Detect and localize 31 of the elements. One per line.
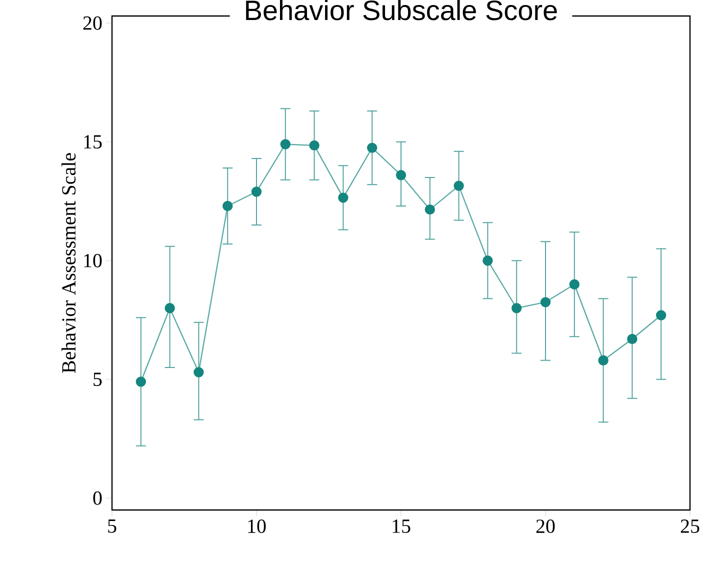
point	[424, 204, 435, 215]
y-tick-label: 5	[94, 372, 102, 386]
point	[309, 140, 320, 151]
x-tick-label: 10	[248, 520, 266, 534]
point	[367, 142, 378, 153]
y-tick-label: 15	[84, 135, 102, 149]
point	[251, 186, 262, 197]
chart-title: Behavior Subscale Score	[246, 0, 557, 20]
x-tick-label: 15	[392, 520, 410, 533]
point	[164, 303, 175, 314]
point	[338, 192, 348, 203]
point	[136, 376, 146, 387]
point	[627, 334, 638, 344]
point	[656, 310, 666, 320]
point	[222, 200, 233, 212]
y-tick-label: 20	[83, 16, 102, 30]
x-tick-label: 25	[680, 520, 700, 533]
point	[194, 367, 204, 378]
point	[280, 139, 291, 150]
point	[598, 355, 608, 366]
point	[454, 180, 464, 191]
point	[396, 170, 406, 180]
y-axis-title: Behavior Assessment Scale	[62, 153, 76, 373]
x-tick-label: 20	[536, 520, 555, 534]
y-tick-label: 0	[93, 491, 102, 505]
point	[482, 256, 493, 266]
y-tick-label: 10	[84, 254, 102, 268]
point	[512, 303, 522, 314]
point	[540, 297, 551, 308]
point	[569, 279, 580, 290]
x-tick-label: 5	[108, 520, 116, 533]
